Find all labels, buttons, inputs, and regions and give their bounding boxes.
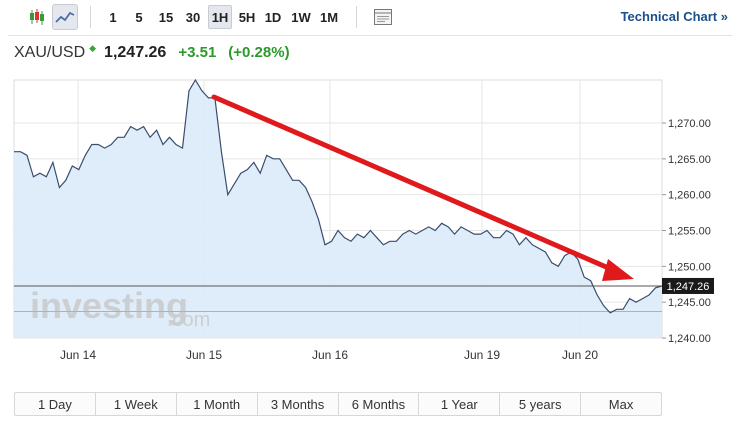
x-tick-label: Jun 15 [186, 348, 222, 362]
trend-arrow [211, 94, 634, 281]
range-max[interactable]: Max [608, 396, 634, 412]
price-change: +3.51 [178, 44, 217, 61]
interval-5[interactable]: 5 [135, 9, 143, 25]
y-tick-label: 1,245.00 [668, 297, 711, 309]
range-1-week[interactable]: 1 Week [96, 393, 177, 415]
interval-1w[interactable]: 1W [291, 9, 311, 25]
range-3-months[interactable]: 3 Months [258, 393, 339, 415]
y-tick-label: 1,260.00 [668, 190, 711, 202]
range-1-year[interactable]: 1 Year [419, 393, 501, 415]
chart-line [14, 78, 663, 314]
watermark-brand: investing [30, 285, 188, 326]
toolbar-divider [356, 6, 357, 28]
up-diamond-icon: ◆ [89, 43, 97, 53]
range-6-months[interactable]: 6 Months [339, 393, 420, 415]
y-tick-label: 1,240.00 [668, 333, 711, 345]
interval-1m[interactable]: 1M [319, 9, 339, 25]
trend-arrow-shaft [211, 94, 623, 276]
y-tick-label: 1,255.00 [668, 226, 711, 238]
window-icon[interactable] [370, 4, 396, 30]
candlestick-icon[interactable] [24, 4, 50, 30]
last-price: 1,247.26 [104, 44, 167, 61]
y-tick-label: 1,265.00 [668, 154, 711, 166]
range-5-years[interactable]: 5 years [500, 393, 582, 415]
price-line [14, 78, 663, 314]
investing-watermark: investing .com [30, 285, 210, 331]
trend-arrow-head [602, 259, 634, 281]
x-tick-label: Jun 20 [562, 348, 598, 362]
y-tick-label: 1,270.00 [668, 118, 711, 130]
price-change-percent: (+0.28%) [228, 44, 290, 61]
current-price-label: 1,247.26 [667, 281, 710, 293]
y-tick-label: 1,250.00 [668, 261, 711, 273]
interval-30[interactable]: 30 [185, 9, 201, 25]
x-tick-label: Jun 19 [464, 348, 500, 362]
technical-chart-link[interactable]: Technical Chart » [621, 9, 728, 24]
chart-toolbar: 1 5 15 30 1H 5H 1D 1W 1M Technical Chart… [6, 2, 734, 32]
range-selector: 1 Day 1 Week 1 Month 3 Months 6 Months 1… [14, 392, 662, 416]
interval-5h[interactable]: 5H [238, 9, 256, 25]
x-tick-label: Jun 14 [60, 348, 96, 362]
toolbar-divider [90, 6, 91, 28]
interval-15[interactable]: 15 [158, 9, 174, 25]
interval-1[interactable]: 1 [109, 9, 117, 25]
header-divider [8, 35, 732, 36]
double-chevron-right-icon: » [720, 9, 728, 24]
technical-chart-label: Technical Chart [620, 9, 718, 24]
quote-header: XAU/USD ◆ 1,247.26 +3.51 (+0.28%) [14, 43, 290, 66]
price-chart[interactable]: investing .com Jun 14 Jun 15 Jun 16 Jun 19 J… [0, 70, 740, 370]
instrument-symbol: XAU/USD [14, 44, 86, 61]
line-chart-icon[interactable] [52, 4, 78, 30]
price-chart-svg: investing .com Jun 14 Jun 15 Jun 16 Jun 19 J… [13, 78, 714, 362]
chart-axes: Jun 14 Jun 15 Jun 16 Jun 19 Jun 20 1,240.00 1,… [60, 118, 714, 362]
x-tick-label: Jun 16 [312, 348, 348, 362]
interval-1h[interactable]: 1H [208, 5, 232, 29]
range-1-day[interactable]: 1 Day [15, 393, 96, 415]
current-price-tag [662, 277, 714, 294]
range-1-month[interactable]: 1 Month [177, 393, 258, 415]
watermark-suffix: .com [167, 309, 210, 331]
interval-1d[interactable]: 1D [264, 9, 282, 25]
